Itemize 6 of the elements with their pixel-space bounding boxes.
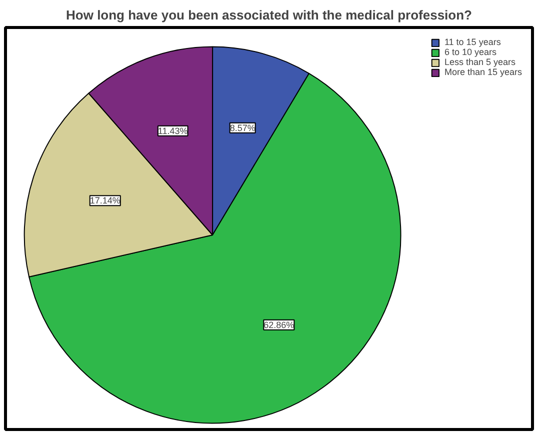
legend-label: More than 15 years	[444, 67, 522, 77]
chart-title: How long have you been associated with the medical profession?	[66, 8, 472, 22]
legend-label: 11 to 15 years	[444, 37, 501, 47]
legend-label: 6 to 10 years	[444, 47, 496, 57]
legend-label: Less than 5 years	[444, 57, 516, 67]
data-label: 17.14%	[90, 196, 120, 206]
